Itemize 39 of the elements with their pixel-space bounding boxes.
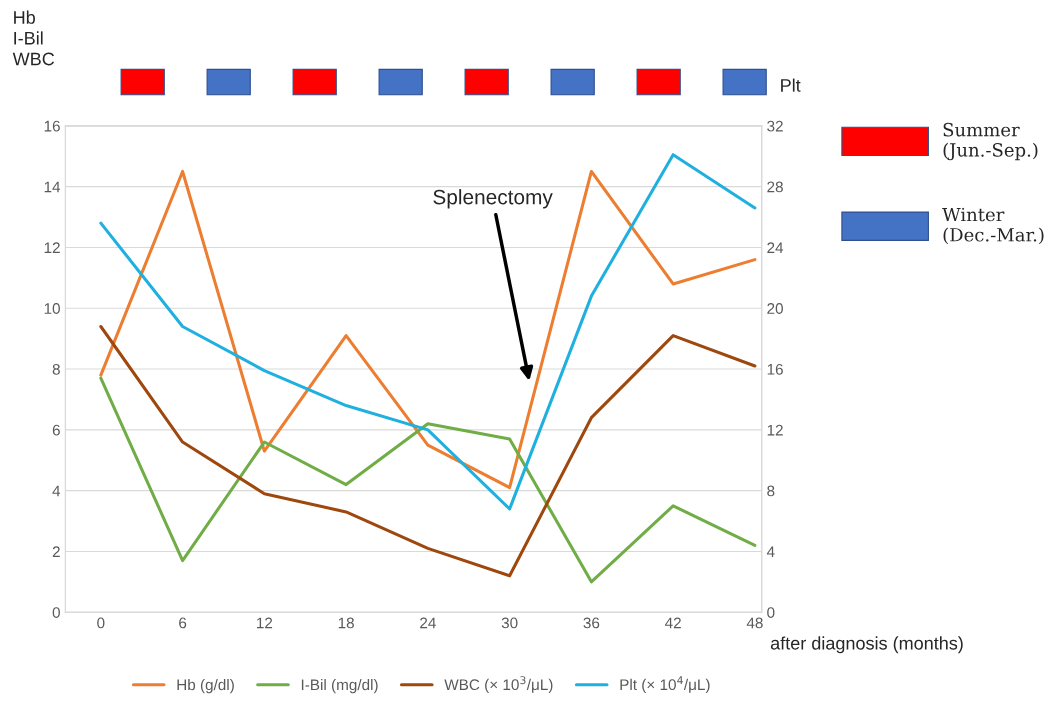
text: Winter (Dec.-Mar.) <box>942 207 1044 245</box>
y2-tick-label: 12 <box>767 424 783 436</box>
y-tick-label: 6 <box>52 424 60 436</box>
x-tick-label: 30 <box>501 617 518 629</box>
y2-axis-title: Plt <box>781 78 801 92</box>
legend-label: I-Bil (mg/dl) <box>301 678 378 694</box>
annotation: Splenectomy <box>433 189 553 209</box>
x-tick-label: 0 <box>97 617 105 629</box>
y2-tick-label: 0 <box>767 607 775 618</box>
x-tick-label: 6 <box>179 617 187 629</box>
text: Summer (Jun.-Sep.) <box>943 122 1038 161</box>
x-tick-label: 42 <box>664 617 681 629</box>
x-tick-label: 48 <box>746 617 763 629</box>
y2-tick-label: 32 <box>767 120 783 132</box>
x-tick-label: 24 <box>420 617 436 629</box>
y2-tick-label: 8 <box>767 485 775 497</box>
x-axis-title: after diagnosis (months) <box>770 636 963 654</box>
y-tick-label: 8 <box>52 363 60 375</box>
y2-tick-label: 16 <box>767 363 783 375</box>
y-tick-label: 16 <box>44 120 60 132</box>
y-tick-label: 10 <box>44 303 60 314</box>
legend-label: Hb (g/dl) <box>177 678 234 694</box>
y-tick-label: 0 <box>52 607 60 618</box>
line-series <box>99 376 757 584</box>
legend-label: Plt (× 10$^{4}$/μL) <box>620 676 710 694</box>
line-series <box>99 324 757 578</box>
y-tick-label: 4 <box>52 485 61 497</box>
y2-tick-label: 28 <box>767 181 783 193</box>
x-tick-label: 18 <box>338 617 354 629</box>
y2-tick-label: 24 <box>767 242 784 253</box>
y-tick-label: 12 <box>44 242 60 253</box>
y-axis-title: Hb I-Bil WBC <box>12 10 55 66</box>
y2-tick-label: 4 <box>766 546 775 557</box>
legend-label: WBC (× 10$^{3}$/μL) <box>444 676 553 694</box>
y2-tick-label: 20 <box>767 303 783 314</box>
y-tick-label: 14 <box>44 181 61 193</box>
x-tick-label: 36 <box>583 617 600 629</box>
y-tick-label: 2 <box>52 546 60 557</box>
x-tick-label: 12 <box>257 617 273 629</box>
